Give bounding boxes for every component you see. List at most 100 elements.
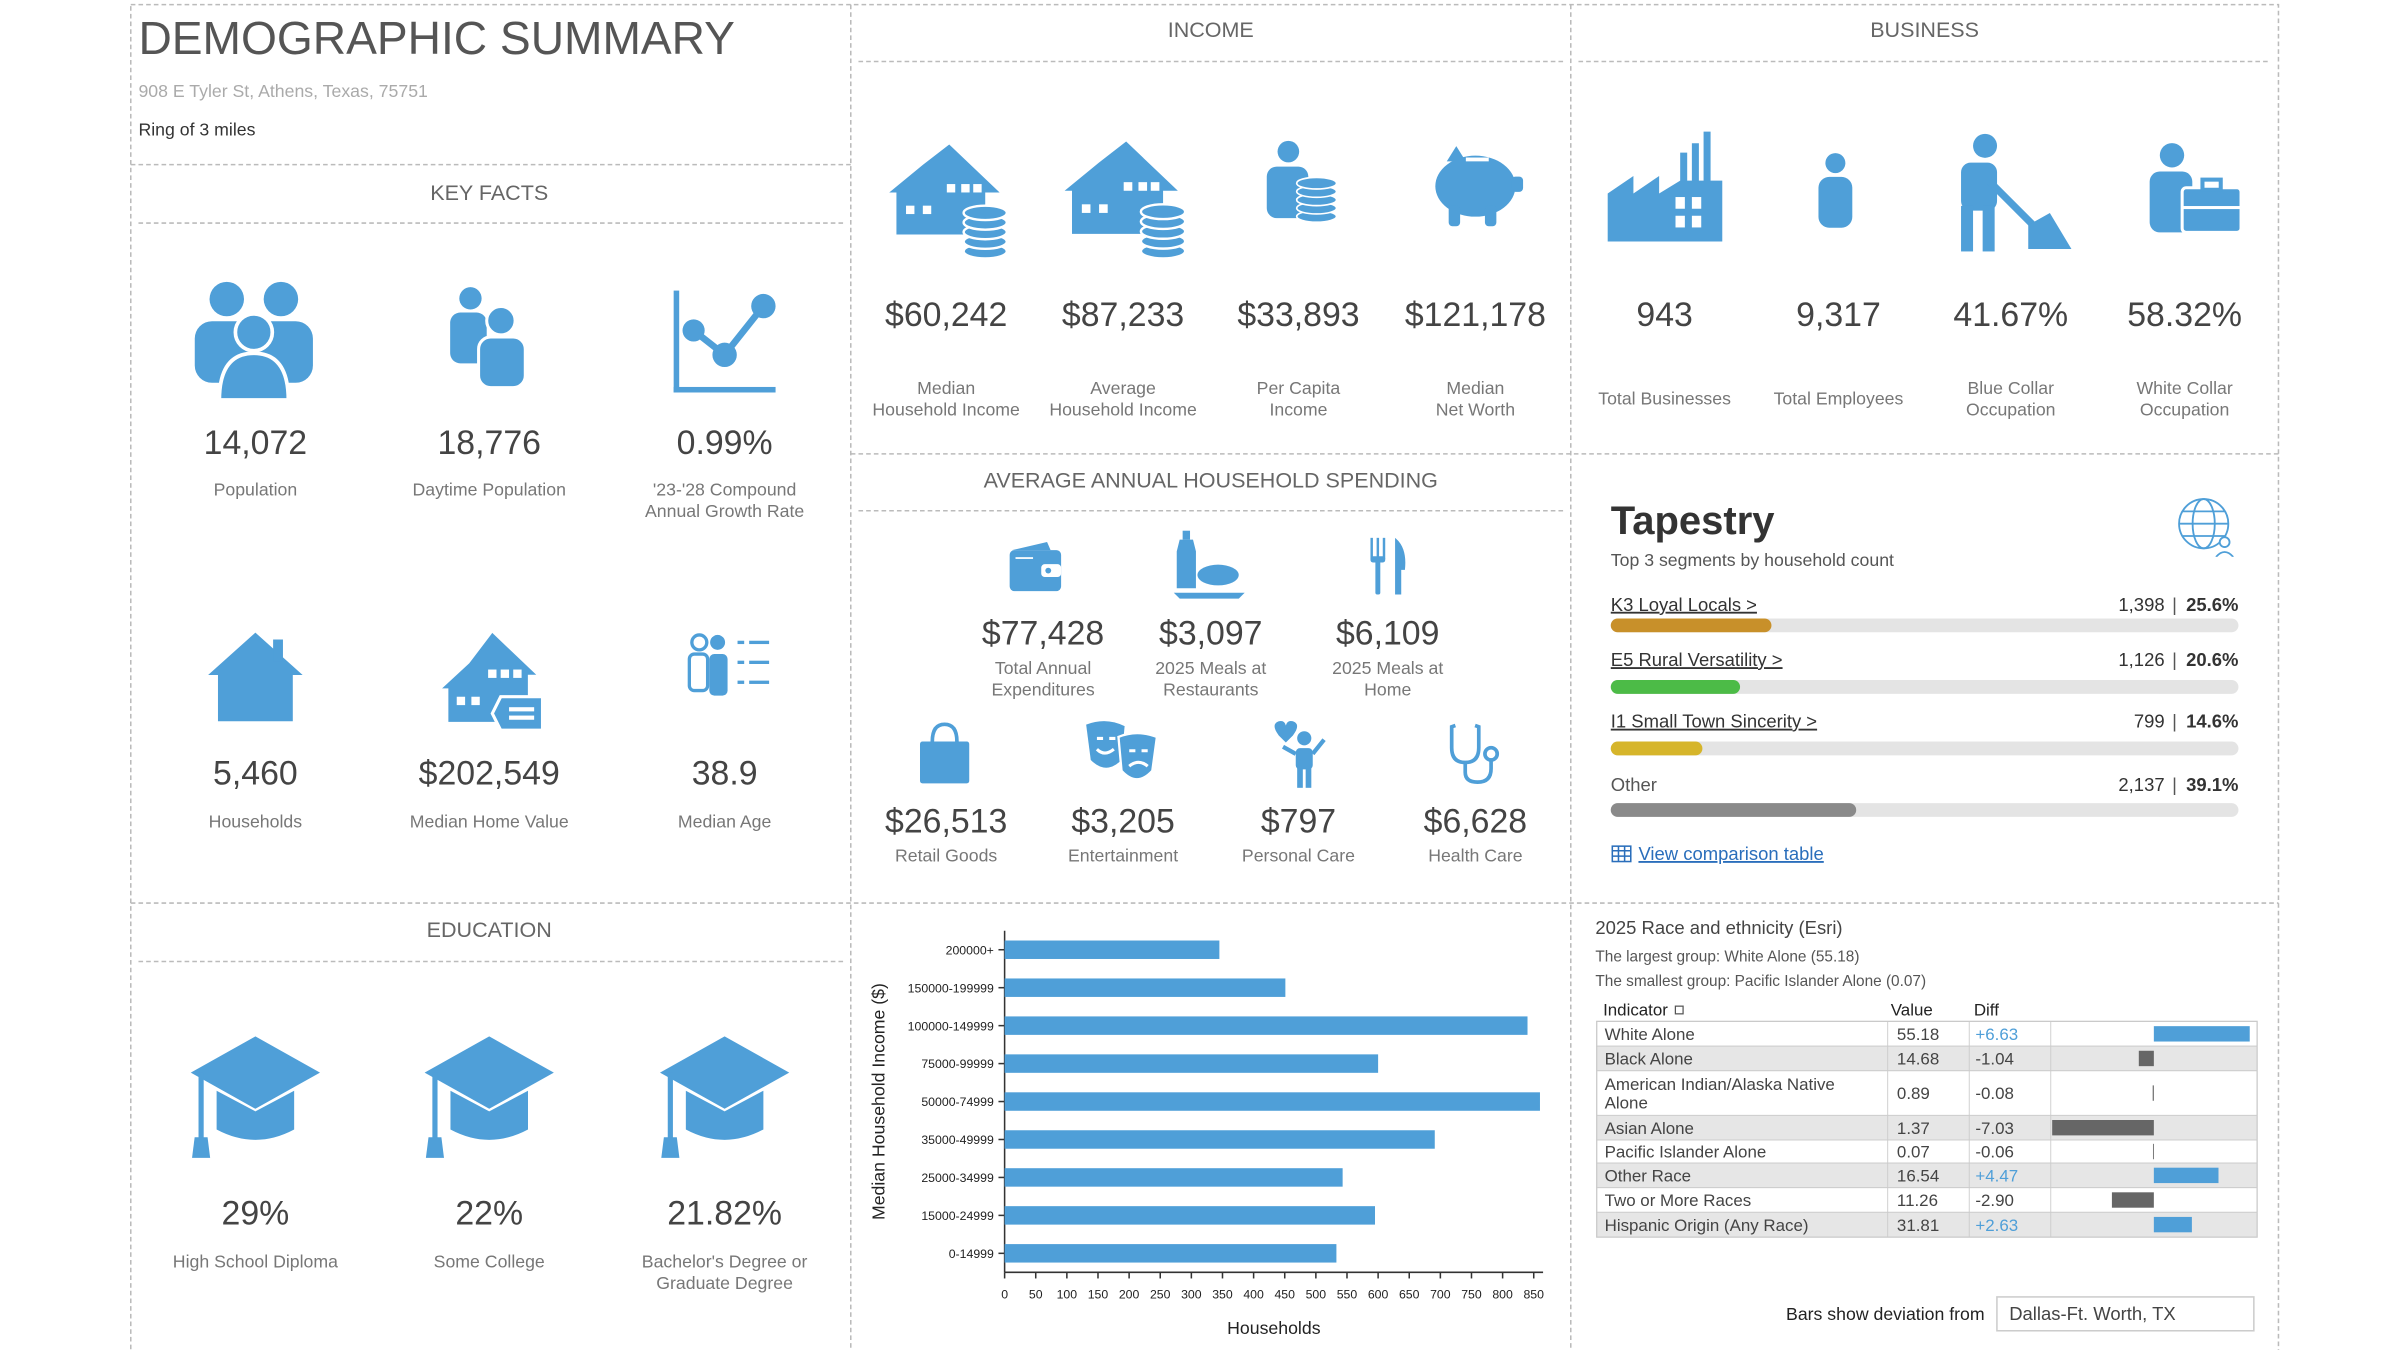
stat-value: $60,242: [885, 296, 1007, 334]
segment-link[interactable]: E5 Rural Versatility >: [1611, 649, 1783, 670]
bar: [1004, 1206, 1376, 1225]
separator: |: [2172, 649, 2177, 670]
dividers: [130, 3, 2280, 1350]
x-tick-label: 400: [1243, 1287, 1264, 1301]
indicator: American Indian/Alaska Native: [1605, 1075, 1835, 1094]
section-title: KEY FACTS: [430, 181, 548, 205]
dropdown[interactable]: [1996, 1296, 2255, 1332]
segment-count: 799: [2134, 711, 2165, 732]
stat-label: Total Annual: [995, 658, 1091, 678]
stat-label: Annual Growth Rate: [645, 501, 804, 521]
x-tick-label: 600: [1368, 1287, 1389, 1301]
stat-label: Total Employees: [1774, 389, 1904, 409]
stat-label: White Collar: [2136, 378, 2232, 398]
segment-percent: 39.1%: [2186, 774, 2238, 795]
y-tick-label: 150000-199999: [908, 981, 994, 995]
column-header: Indicator: [1603, 1000, 1668, 1019]
diff-bar: [2153, 1167, 2219, 1184]
segment-link[interactable]: I1 Small Town Sincerity >: [1611, 711, 1817, 732]
stat-label: Total Businesses: [1598, 389, 1731, 409]
table-row: [1596, 1070, 2258, 1116]
stat-label: Median: [917, 378, 975, 398]
stat-label: '23-'28 Compound: [653, 479, 796, 499]
section-title: EDUCATION: [427, 918, 552, 942]
y-tick-label: 100000-149999: [908, 1019, 994, 1033]
column-header: Value: [1891, 1000, 1933, 1019]
stat-label: Median Home Value: [410, 812, 569, 832]
page-title: DEMOGRAPHIC SUMMARY: [138, 12, 734, 64]
table-row: [1596, 1211, 2258, 1238]
stat-label: High School Diploma: [173, 1252, 338, 1272]
diff-bar: [2052, 1120, 2154, 1136]
segment-link[interactable]: K3 Loyal Locals >: [1611, 594, 1757, 615]
x-tick-label: 650: [1399, 1287, 1420, 1301]
stat-label: Average: [1090, 378, 1156, 398]
stat-value: 18,776: [437, 424, 540, 462]
x-tick-label: 100: [1057, 1287, 1078, 1301]
stat-label: 2025 Meals at: [1155, 658, 1266, 678]
x-tick-label: 150: [1088, 1287, 1109, 1301]
indicator: Two or More Races: [1605, 1191, 1752, 1210]
stat-value: 9,317: [1796, 296, 1881, 334]
stat-label: Population: [214, 479, 298, 499]
stat-label: Personal Care: [1242, 846, 1355, 866]
segment-percent: 25.6%: [2186, 594, 2238, 615]
y-tick-label: 50000-74999: [921, 1095, 994, 1109]
x-tick-label: 850: [1523, 1287, 1544, 1301]
stat-label: Graduate Degree: [656, 1273, 793, 1293]
segment-percent: 20.6%: [2186, 649, 2238, 670]
stat-label: Expenditures: [991, 679, 1094, 699]
stat-value: 22%: [455, 1195, 523, 1233]
y-tick-label: 200000+: [946, 943, 994, 957]
x-axis-label: Households: [1227, 1318, 1321, 1338]
stat-label: Retail Goods: [895, 846, 997, 866]
segment-count: 2,137: [2118, 774, 2164, 795]
separator: |: [2172, 774, 2177, 795]
cell-value: 14.68: [1897, 1050, 1939, 1069]
stat-value: $6,109: [1336, 615, 1439, 653]
cell-diff: -0.08: [1975, 1084, 2014, 1103]
y-tick-label: 15000-24999: [921, 1209, 994, 1223]
tapestry-title: Tapestry: [1611, 499, 1776, 543]
indicator: Asian Alone: [1605, 1119, 1694, 1138]
stat-value: 21.82%: [667, 1195, 782, 1233]
stat-label: Entertainment: [1068, 846, 1178, 866]
stat-value: $26,513: [885, 802, 1007, 840]
x-tick-label: 300: [1181, 1287, 1202, 1301]
x-tick-label: 800: [1492, 1287, 1513, 1301]
stat-label: Net Worth: [1436, 399, 1515, 419]
y-axis-label: Median Household Income ($): [869, 983, 889, 1220]
bar: [1004, 1244, 1337, 1263]
x-tick-label: 50: [1029, 1287, 1043, 1301]
segment-track: [1610, 741, 2239, 756]
table-row: [1596, 1021, 2258, 1047]
table-row: [1596, 1162, 2258, 1189]
stat-label: Blue Collar: [1968, 378, 2055, 398]
indicator: Hispanic Origin (Any Race): [1605, 1216, 1809, 1235]
compare-to[interactable]: Dallas-Ft. Worth, TX: [2009, 1303, 2175, 1324]
stat-value: $121,178: [1405, 296, 1546, 334]
indicator: White Alone: [1605, 1025, 1695, 1044]
stat-label: 2025 Meals at: [1332, 658, 1443, 678]
stat-value: 943: [1636, 296, 1692, 334]
cell-diff: -1.04: [1975, 1050, 2014, 1069]
segment-count: 1,126: [2118, 649, 2164, 670]
stat-value: $33,893: [1237, 296, 1359, 334]
stat-label: Per Capita: [1257, 378, 1341, 398]
cell-diff: +4.47: [1975, 1167, 2018, 1186]
cell-diff: +2.63: [1975, 1216, 2018, 1235]
diff-bar: [2152, 1085, 2154, 1101]
stat-value: 29%: [222, 1195, 290, 1233]
comparison-link[interactable]: View comparison table: [1638, 843, 1823, 864]
column-header: Diff: [1974, 1000, 1999, 1019]
cell-diff: -2.90: [1975, 1191, 2014, 1210]
bar: [1004, 978, 1286, 997]
stat-label: Households: [209, 812, 303, 832]
tapestry-subtitle: Top 3 segments by household count: [1611, 550, 1894, 570]
x-tick-label: 700: [1430, 1287, 1451, 1301]
stat-value: 58.32%: [2127, 296, 2242, 334]
stat-value: $77,428: [982, 615, 1104, 653]
section-title: BUSINESS: [1870, 18, 1979, 42]
y-tick-label: 35000-49999: [921, 1133, 994, 1147]
